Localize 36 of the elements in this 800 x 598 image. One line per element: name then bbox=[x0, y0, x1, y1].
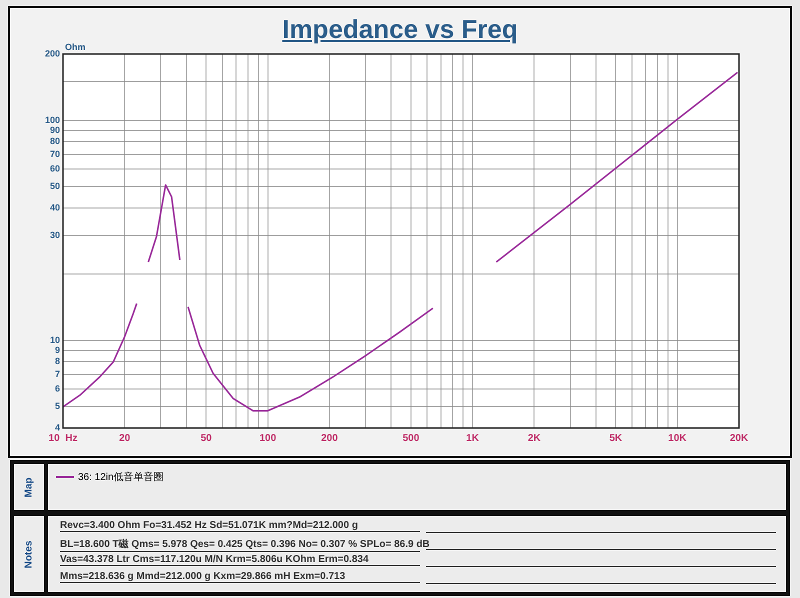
x-tick-label: 10 Hz bbox=[48, 432, 78, 444]
text: Vas=43.378 Ltr Cms=117.120u M/N Krm=5.806u KOhm Erm=0.834 bbox=[60, 554, 420, 566]
legend-title: Map bbox=[24, 477, 34, 497]
x-tick-label: 5K bbox=[609, 432, 623, 444]
x-tick-label: 20K bbox=[730, 432, 749, 444]
text: Revc=3.400 Ohm Fo=31.452 Hz Sd=51.071K mm?Md=212.000 g bbox=[60, 520, 420, 532]
x-tick-label: 200 bbox=[321, 432, 338, 444]
text: BL=18.600 T磁 Qms= 5.978 Qes= 0.425 Qts= 0.396 No= 0.307 % SPLo= 86.9 dB bbox=[60, 538, 430, 552]
y-tick-label: 4 bbox=[54, 422, 60, 432]
y-tick-label: 8 bbox=[54, 356, 60, 366]
x-tick-label: 500 bbox=[402, 432, 420, 444]
x-tick-label: 2K bbox=[528, 432, 542, 444]
y-tick-label: 5 bbox=[54, 401, 60, 412]
x-tick-label: 20 bbox=[119, 432, 131, 444]
x-tick-label: 10K bbox=[668, 432, 688, 444]
text: Mms=218.636 g Mmd=212.000 g Kxm=29.866 mH Exm=0.713 bbox=[60, 571, 420, 583]
y-tick-label: 7 bbox=[54, 368, 60, 379]
y-tick-label: 70 bbox=[50, 148, 60, 159]
y-tick-label: 90 bbox=[50, 124, 60, 135]
chart-title: Impedance vs Freq bbox=[282, 14, 518, 44]
legend-label: 36: 12in低音单音圈 bbox=[78, 470, 164, 484]
y-tick-label: 50 bbox=[50, 181, 60, 192]
y-tick-label: 100 bbox=[44, 114, 60, 125]
y-tick-label: 200 bbox=[44, 48, 60, 58]
y-tick-label: 40 bbox=[50, 202, 60, 212]
x-tick-label: 1K bbox=[466, 432, 480, 444]
y-tick-label: 30 bbox=[50, 230, 60, 240]
y-axis-title: Ohm bbox=[65, 42, 86, 52]
y-tick-label: 60 bbox=[50, 164, 60, 174]
y-tick-label: 80 bbox=[50, 136, 60, 146]
x-tick-label: 50 bbox=[200, 432, 212, 444]
y-tick-label: 10 bbox=[50, 334, 60, 345]
text: Notes bbox=[23, 540, 34, 568]
y-tick-label: 9 bbox=[54, 344, 60, 355]
y-tick-label: 6 bbox=[54, 384, 60, 394]
x-tick-label: 100 bbox=[259, 432, 277, 444]
